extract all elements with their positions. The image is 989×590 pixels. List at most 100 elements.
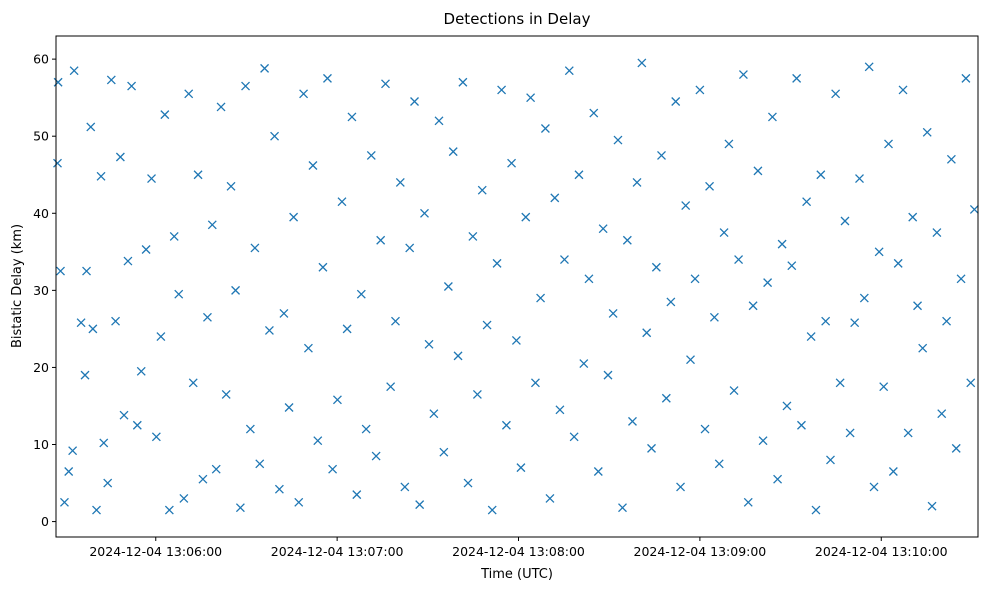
y-tick-label: 60 [33, 52, 49, 67]
data-point [637, 58, 647, 68]
data-point [545, 494, 555, 503]
data-point [946, 154, 956, 164]
data-point [188, 378, 198, 388]
x-tick-label: 2024-12-04 13:06:00 [89, 544, 222, 559]
data-point [216, 102, 226, 112]
data-point [734, 255, 744, 264]
data-point [193, 170, 203, 180]
data-point [884, 139, 893, 149]
data-point [342, 324, 352, 334]
x-tick-label: 2024-12-04 13:08:00 [452, 544, 585, 559]
data-point [308, 161, 318, 170]
data-point [434, 116, 444, 126]
data-point [487, 505, 497, 515]
data-point [879, 382, 889, 392]
data-point [400, 482, 410, 492]
data-point [709, 312, 719, 322]
data-point [961, 73, 971, 83]
data-point [463, 478, 473, 488]
data-point [184, 89, 194, 99]
data-point [64, 467, 74, 476]
data-point [628, 416, 637, 426]
data-point [657, 151, 666, 160]
data-point [356, 289, 366, 299]
data-point [439, 447, 449, 457]
x-tick-label: 2024-12-04 13:10:00 [815, 544, 948, 559]
data-point [792, 73, 802, 83]
data-point [714, 459, 724, 469]
data-point [468, 231, 478, 241]
data-point [127, 81, 137, 91]
data-point [773, 474, 783, 484]
data-point [507, 158, 517, 168]
data-point [922, 127, 932, 137]
data-point [69, 66, 79, 76]
data-point [666, 297, 676, 307]
data-point [584, 274, 594, 284]
data-point [352, 490, 362, 500]
data-point [371, 451, 381, 461]
y-tick-label: 50 [33, 129, 49, 144]
data-point [927, 501, 937, 511]
data-point [835, 378, 845, 388]
data-point [589, 108, 599, 118]
data-point [719, 228, 729, 238]
data-point [686, 355, 695, 365]
y-tick-label: 30 [33, 283, 49, 298]
data-point [337, 197, 347, 207]
data-point [332, 395, 342, 405]
data-point [802, 197, 812, 207]
data-point [574, 170, 584, 180]
data-point [221, 389, 231, 399]
data-point [787, 261, 797, 271]
data-point [729, 386, 739, 396]
data-point [753, 166, 763, 176]
data-point [410, 97, 419, 106]
y-axis-ticks: 0 10 20 30 40 50 60 [33, 52, 56, 529]
data-point [395, 177, 405, 187]
data-point [898, 85, 908, 95]
x-axis-ticks: 2024-12-04 13:06:00 2024-12-04 13:07:00 20… [89, 537, 948, 559]
data-point [831, 89, 841, 99]
data-point [497, 85, 507, 95]
data-point [147, 174, 156, 184]
data-point [226, 181, 236, 191]
data-point [80, 370, 90, 380]
data-point [88, 324, 98, 334]
data-point [472, 389, 482, 399]
data-point [511, 335, 521, 345]
data-point [874, 247, 884, 257]
data-point [536, 293, 546, 303]
data-point [598, 224, 608, 234]
data-point [888, 467, 898, 476]
data-point [855, 174, 864, 184]
x-tick-label: 2024-12-04 13:07:00 [271, 544, 404, 559]
data-point [951, 443, 961, 453]
data-point [99, 438, 109, 448]
y-tick-label: 20 [33, 360, 49, 375]
chart-title: Detections in Delay [444, 10, 591, 28]
data-point [53, 77, 63, 87]
data-point [241, 81, 250, 91]
data-point [777, 239, 787, 249]
data-point [516, 463, 526, 473]
data-point [501, 420, 511, 430]
data-point [279, 309, 289, 318]
data-point [893, 258, 903, 268]
data-point [859, 293, 869, 303]
data-point [453, 351, 463, 361]
data-point [681, 201, 691, 211]
data-point [821, 316, 831, 326]
data-point [676, 482, 686, 492]
x-axis-label: Time (UTC) [480, 567, 553, 582]
data-point [160, 110, 170, 120]
data-point [540, 124, 550, 133]
data-point [763, 278, 773, 288]
data-point [482, 320, 492, 330]
data-point [386, 382, 396, 392]
data-point [738, 70, 748, 79]
data-point [169, 231, 179, 241]
data-point [811, 505, 821, 515]
data-point [211, 464, 221, 474]
